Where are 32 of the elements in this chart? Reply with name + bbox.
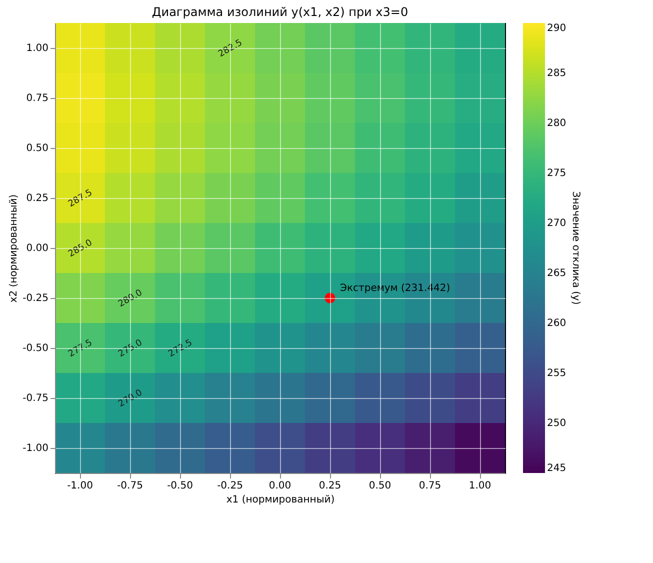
x-tick-label: -1.00 (67, 480, 93, 492)
x-tick-label: 0.25 (318, 480, 342, 492)
y-tick-label: 0.00 (26, 243, 48, 254)
y-tick-label: -0.50 (22, 343, 48, 354)
color-bar-label: 285 (547, 68, 566, 79)
color-bar-label: 255 (547, 368, 566, 379)
x-tick-label: 0.75 (418, 480, 442, 492)
y-tick-label: -1.00 (22, 443, 48, 454)
y-tick-label: 1.00 (26, 43, 48, 54)
x-tick-label: 1.00 (468, 480, 492, 492)
color-bar-label: 260 (547, 318, 566, 329)
x-tick-label: 0.00 (268, 480, 292, 492)
y-tick-label: 0.25 (26, 193, 48, 204)
x-tick-label: -0.50 (167, 480, 193, 492)
color-bar-label: 275 (547, 168, 566, 179)
y-axis-title: x2 (нормированный) (8, 194, 20, 303)
y-tick-label: 0.75 (26, 93, 48, 104)
color-bar-title: Значение отклика (y) (570, 191, 581, 305)
x-axis-title: x1 (нормированный) (226, 494, 335, 506)
color-bar-label: 270 (547, 218, 566, 229)
y-tick-label: -0.75 (22, 393, 48, 404)
color-bar-label: 265 (547, 268, 566, 279)
color-bar-label: 290 (547, 23, 566, 34)
chart-title: Диаграмма изолиний y(x1, x2) при x3=0 (152, 5, 408, 19)
color-bar-label: 280 (547, 118, 566, 129)
color-bar-label: 250 (547, 418, 566, 429)
y-tick-label: -0.25 (22, 293, 48, 304)
x-tick-label: 0.50 (368, 480, 392, 492)
x-tick-label: -0.75 (117, 480, 143, 492)
y-tick-label: 0.50 (26, 143, 48, 154)
x-tick-label: -0.25 (217, 480, 243, 492)
color-bar-label: 245 (547, 463, 566, 474)
